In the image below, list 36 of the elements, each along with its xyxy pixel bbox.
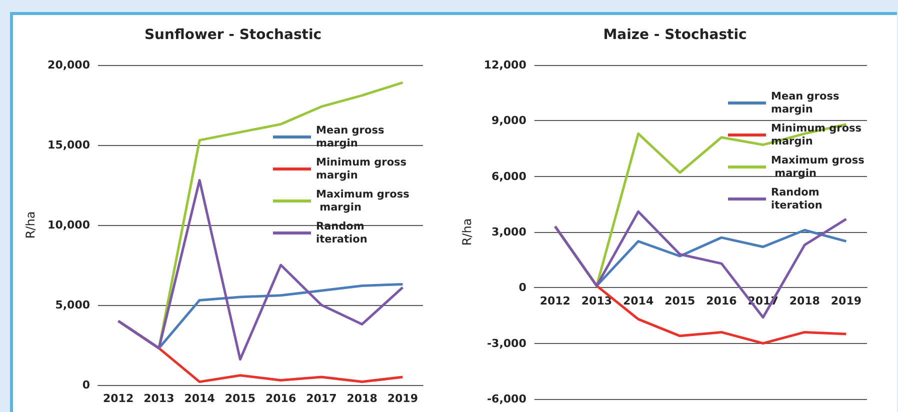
y-tick-label: 5,000 [55, 298, 90, 312]
x-tick-label: 2018 [346, 392, 378, 405]
x-tick-label: 2018 [789, 294, 820, 308]
y-tick-label: 20,000 [48, 58, 90, 72]
x-tick-label: 2015 [664, 294, 696, 308]
x-tick-label: 2016 [706, 294, 738, 308]
chart-title: Sunflower - Stochastic [144, 27, 322, 43]
legend-label: Minimum gross margin [316, 156, 410, 182]
y-tick-label: 9,000 [492, 114, 527, 128]
y-tick-label: 6,000 [492, 170, 527, 183]
legend-label: Minimum gross margin [771, 122, 866, 148]
y-tick-label: 15,000 [48, 138, 90, 152]
x-tick-label: 2013 [581, 294, 612, 308]
x-tick-label: 2014 [184, 392, 216, 405]
x-tick-label: 2019 [387, 392, 418, 405]
y-tick-label: 12,000 [484, 58, 527, 72]
x-tick-label: 2012 [103, 392, 134, 405]
x-tick-label: 2013 [144, 392, 174, 405]
x-tick-label: 2015 [224, 392, 256, 405]
y-tick-label: 10,000 [48, 218, 90, 232]
y-tick-label: -3,000 [486, 336, 527, 350]
x-tick-label: 2017 [306, 392, 337, 405]
x-tick-label: 2012 [540, 294, 570, 308]
x-tick-label: 2016 [266, 392, 296, 405]
y-tick-label: 0 [82, 378, 90, 392]
x-tick-label: 2014 [622, 294, 654, 308]
y-tick-label: -6,000 [486, 392, 527, 406]
chart-title: Maize - Stochastic [603, 27, 747, 43]
y-axis-title: R/ha [24, 211, 38, 239]
y-tick-label: 3,000 [492, 226, 527, 238]
y-tick-label: 0 [518, 281, 527, 294]
y-axis-title: R/ha [460, 218, 474, 246]
legend-label: Random iteration [771, 186, 823, 212]
legend-label: Mean gross margin [771, 90, 843, 116]
legend-label: Maximum gross margin [316, 188, 410, 214]
x-tick-label: 2019 [830, 294, 862, 308]
